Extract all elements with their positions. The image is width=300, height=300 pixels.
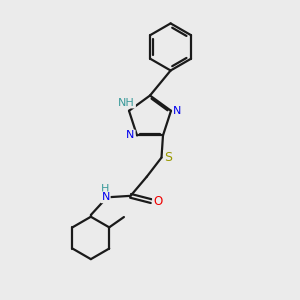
Text: S: S [164,151,172,164]
Text: N: N [101,192,110,202]
Text: NH: NH [118,98,135,107]
Text: N: N [126,130,135,140]
Text: H: H [100,184,109,194]
Text: O: O [153,195,162,208]
Text: N: N [173,106,182,116]
